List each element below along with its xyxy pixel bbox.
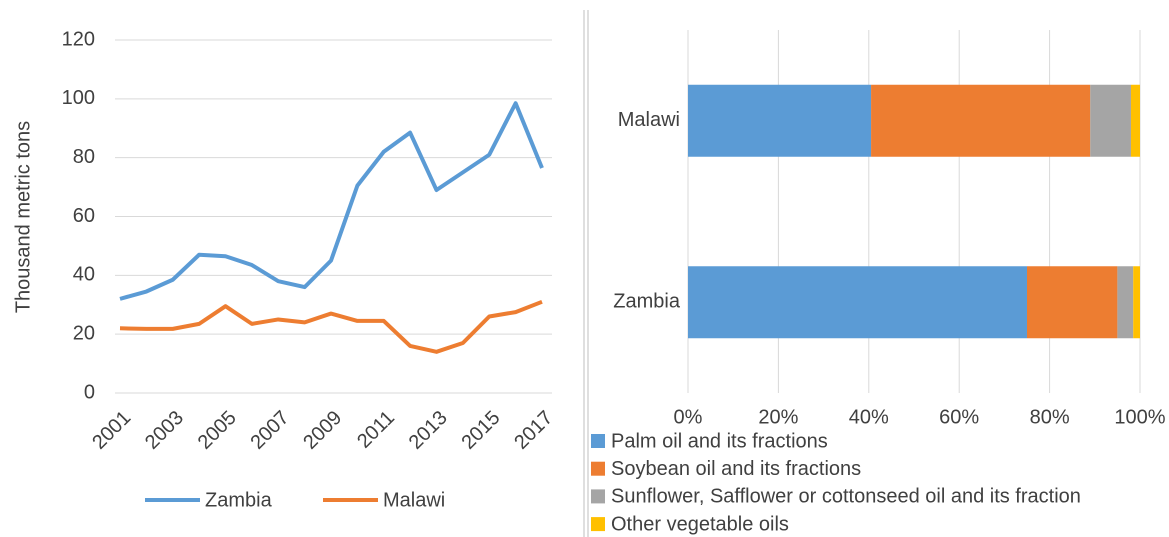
legend-swatch xyxy=(591,461,605,476)
bar-segment xyxy=(688,266,1027,339)
y-tick-label: 120 xyxy=(62,28,95,50)
x-tick-label: 60% xyxy=(939,406,979,428)
x-tick-label: 2017 xyxy=(510,407,557,454)
bar-segment xyxy=(688,84,872,157)
line xyxy=(119,299,543,354)
legend-label: Malawi xyxy=(383,489,445,511)
y-tick-label: 40 xyxy=(73,264,95,286)
bar-segment xyxy=(871,84,1091,157)
legend-label: Zambia xyxy=(205,489,273,511)
x-tick-label: 2005 xyxy=(194,407,241,454)
x-tick-label: 0% xyxy=(674,406,703,428)
bar-segment xyxy=(1130,84,1140,157)
y-tick-label: 80 xyxy=(73,146,95,168)
legend-label: Soybean oil and its fractions xyxy=(611,458,861,480)
legend-label: Other vegetable oils xyxy=(611,513,789,535)
line xyxy=(119,101,544,301)
legend-swatch xyxy=(591,434,605,448)
x-tick-label: 40% xyxy=(849,406,889,428)
legend-swatch xyxy=(591,489,605,504)
legend-label: Palm oil and its fractions xyxy=(611,430,828,452)
y-tick-label: 60 xyxy=(73,205,95,227)
x-tick-label: 20% xyxy=(758,406,798,428)
y-axis-label: Thousand metric tons xyxy=(12,121,34,313)
x-tick-label: 2009 xyxy=(299,407,346,454)
x-tick-label: 100% xyxy=(1114,406,1165,428)
x-tick-label: 2013 xyxy=(405,407,452,454)
y-tick-label: Zambia xyxy=(613,291,681,313)
x-tick-label: 2007 xyxy=(246,407,293,454)
legend-swatch xyxy=(591,517,605,532)
y-tick-label: Malawi xyxy=(618,109,680,131)
x-tick-label: 2003 xyxy=(141,407,188,454)
bar-segment xyxy=(1117,266,1134,339)
y-tick-label: 20 xyxy=(73,322,95,344)
bar-segment xyxy=(1090,84,1131,157)
x-tick-label: 2001 xyxy=(88,407,135,454)
legend-label: Sunflower, Safflower or cottonseed oil a… xyxy=(611,486,1081,508)
y-tick-label: 0 xyxy=(84,381,95,403)
x-tick-label: 2015 xyxy=(457,407,504,454)
bar-segment xyxy=(1133,266,1140,339)
y-tick-label: 100 xyxy=(62,87,95,109)
x-tick-label: 80% xyxy=(1030,406,1070,428)
x-tick-label: 2011 xyxy=(353,407,399,453)
bar-segment xyxy=(1027,266,1118,339)
